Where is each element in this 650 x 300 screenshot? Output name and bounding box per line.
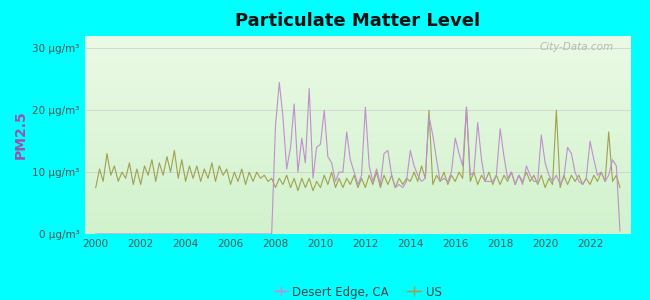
Text: City-Data.com: City-Data.com bbox=[540, 42, 614, 52]
Title: Particulate Matter Level: Particulate Matter Level bbox=[235, 12, 480, 30]
Legend: Desert Edge, CA, US: Desert Edge, CA, US bbox=[269, 281, 446, 300]
Y-axis label: PM2.5: PM2.5 bbox=[14, 111, 28, 159]
